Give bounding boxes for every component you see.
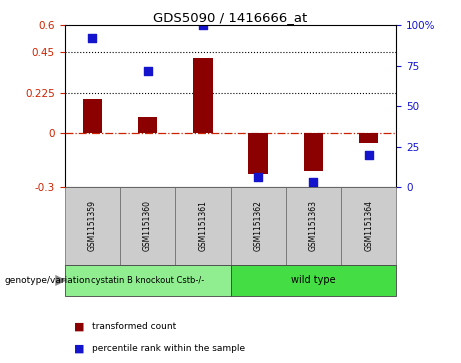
Point bbox=[365, 152, 372, 158]
Bar bbox=[83, 99, 102, 133]
Text: GSM1151363: GSM1151363 bbox=[309, 200, 318, 252]
Title: GDS5090 / 1416666_at: GDS5090 / 1416666_at bbox=[154, 11, 307, 24]
Bar bbox=[193, 58, 213, 133]
Text: GSM1151364: GSM1151364 bbox=[364, 200, 373, 252]
Bar bbox=[138, 117, 157, 133]
Point bbox=[89, 36, 96, 41]
Text: ■: ■ bbox=[74, 343, 84, 354]
Point bbox=[144, 68, 151, 74]
Bar bbox=[248, 133, 268, 174]
Bar bbox=[304, 133, 323, 171]
Point bbox=[199, 23, 207, 28]
Text: GSM1151359: GSM1151359 bbox=[88, 200, 97, 252]
Bar bbox=[359, 133, 378, 143]
Text: transformed count: transformed count bbox=[92, 322, 177, 331]
Text: ■: ■ bbox=[74, 322, 84, 332]
Point bbox=[254, 174, 262, 180]
Text: percentile rank within the sample: percentile rank within the sample bbox=[92, 344, 245, 353]
Text: GSM1151360: GSM1151360 bbox=[143, 200, 152, 252]
Text: wild type: wild type bbox=[291, 276, 336, 285]
Text: GSM1151361: GSM1151361 bbox=[198, 200, 207, 252]
Text: GSM1151362: GSM1151362 bbox=[254, 200, 263, 252]
Polygon shape bbox=[55, 275, 66, 286]
Point bbox=[310, 179, 317, 185]
Text: cystatin B knockout Cstb-/-: cystatin B knockout Cstb-/- bbox=[91, 276, 204, 285]
Text: genotype/variation: genotype/variation bbox=[5, 276, 91, 285]
